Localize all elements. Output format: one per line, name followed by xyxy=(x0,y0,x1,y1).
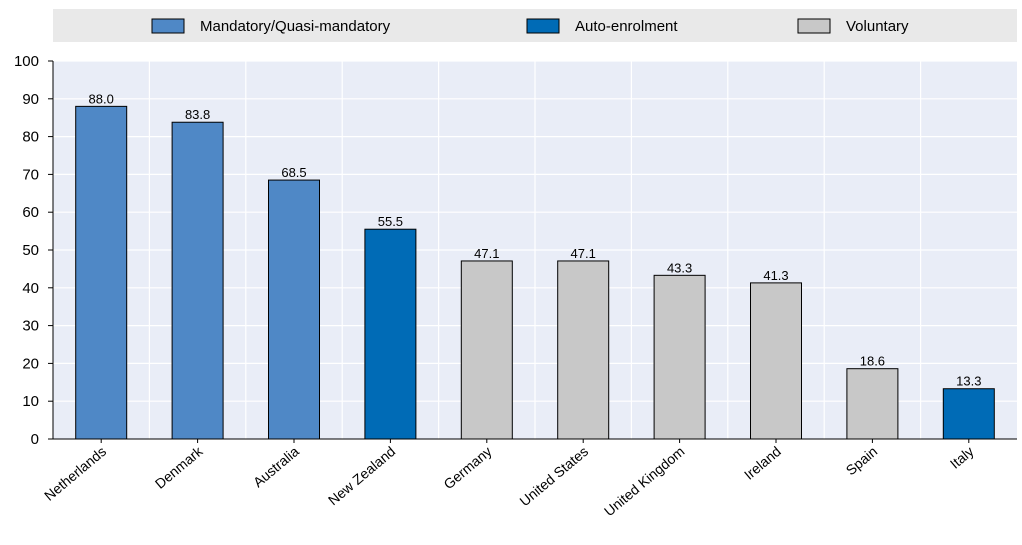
y-tick-label: 80 xyxy=(22,129,39,146)
value-label-1: 88.0 xyxy=(89,91,114,106)
category-labels: Netherlands Denmark Australia New Zealand Ge… xyxy=(41,439,977,519)
value-label-8: 41.3 xyxy=(763,268,788,283)
y-tick-label: 70 xyxy=(22,166,39,183)
value-label-3: 68.5 xyxy=(281,165,306,180)
y-tick-label: 20 xyxy=(22,355,39,372)
y-tick-label: 40 xyxy=(22,280,39,297)
value-label-5: 47.1 xyxy=(474,246,499,261)
category-label-6: United States xyxy=(516,443,591,509)
category-label-1: Netherlands xyxy=(41,443,109,504)
value-label-9: 18.6 xyxy=(860,354,885,369)
legend-item-1-swatch xyxy=(151,18,185,34)
y-tick-label: 10 xyxy=(22,393,39,410)
category-label-8: Ireland xyxy=(741,443,784,483)
category-label-3: Australia xyxy=(250,443,302,490)
bar-1 xyxy=(75,105,128,440)
bar-6 xyxy=(557,260,610,440)
bar-8 xyxy=(750,282,802,440)
value-label-7: 43.3 xyxy=(667,260,692,275)
bar-7 xyxy=(653,274,706,440)
y-tick-label: 90 xyxy=(22,91,39,108)
y-tick-label: 30 xyxy=(22,318,39,335)
value-label-4: 55.5 xyxy=(378,214,403,229)
bar-3 xyxy=(268,179,320,440)
y-tick-label: 0 xyxy=(31,431,39,448)
bar-10 xyxy=(942,388,995,440)
value-label-10: 13.3 xyxy=(956,374,981,389)
category-label-4: New Zealand xyxy=(325,443,398,508)
category-label-2: Denmark xyxy=(152,442,207,491)
category-label-10: Italy xyxy=(947,443,977,472)
y-tick-label: 100 xyxy=(14,53,39,70)
value-label-2: 83.8 xyxy=(185,107,210,122)
bar-9 xyxy=(846,368,899,440)
bar-5 xyxy=(460,260,513,440)
legend-item-3-swatch xyxy=(797,18,831,34)
legend-item-1-label: Mandatory/Quasi-mandatory xyxy=(200,18,391,35)
category-label-7: United Kingdom xyxy=(601,443,688,519)
bar-2 xyxy=(171,121,224,440)
y-axis-ticks: 0 10 20 30 40 50 60 70 80 90 100 xyxy=(14,53,53,448)
legend-item-2-swatch xyxy=(526,18,560,34)
value-labels: 88.0 83.8 68.5 55.5 47.1 47.1 43.3 41.3 18.6 13.3 xyxy=(89,91,982,388)
bars xyxy=(75,105,995,440)
bar-4 xyxy=(364,228,417,440)
value-label-6: 47.1 xyxy=(571,246,596,261)
legend: Mandatory/Quasi-mandatory Auto-enrolment V… xyxy=(53,9,1017,42)
legend-item-3-label: Voluntary xyxy=(846,18,909,35)
y-tick-label: 50 xyxy=(22,242,39,259)
category-label-9: Spain xyxy=(843,443,881,478)
y-tick-label: 60 xyxy=(22,204,39,221)
category-label-5: Germany xyxy=(440,443,494,492)
legend-item-2-label: Auto-enrolment xyxy=(575,18,678,35)
